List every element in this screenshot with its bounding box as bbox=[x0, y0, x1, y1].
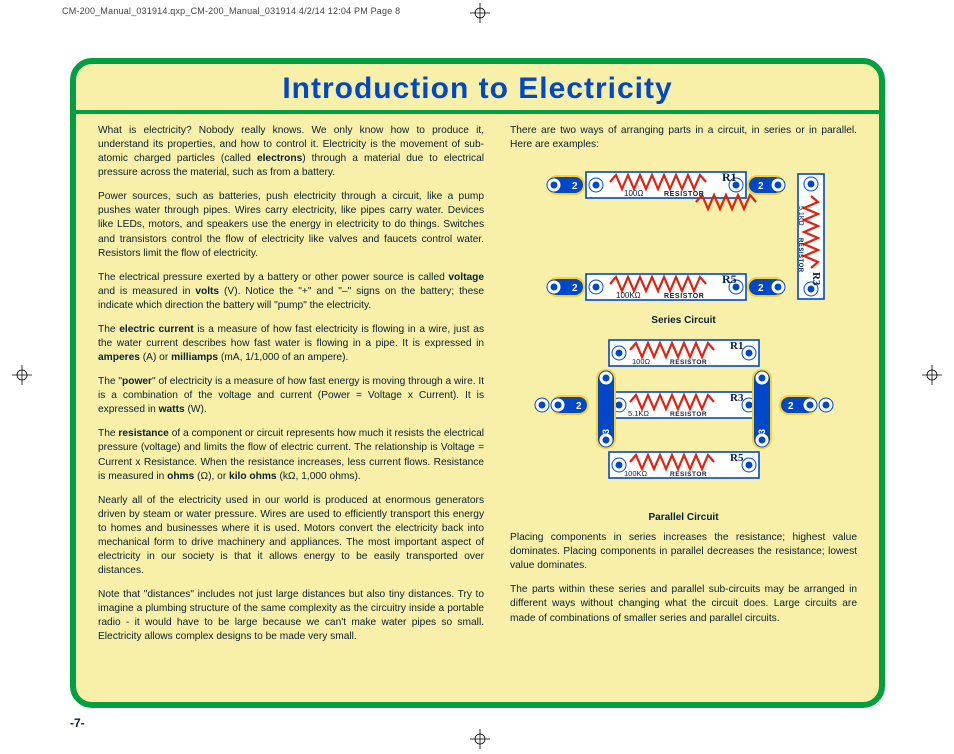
left-column: What is electricity? Nobody really knows… bbox=[98, 124, 484, 655]
paragraph: The resistance of a component or circuit… bbox=[98, 427, 484, 483]
registration-mark-icon bbox=[12, 365, 32, 385]
svg-text:R3: R3 bbox=[810, 272, 822, 286]
series-circuit-figure: 2 R1 100Ω RESISTOR 2 bbox=[510, 162, 857, 326]
page-number: -7- bbox=[70, 716, 85, 730]
svg-text:100Ω: 100Ω bbox=[632, 357, 651, 366]
parallel-caption: Parallel Circuit bbox=[649, 512, 719, 523]
parallel-circuit-figure: R1 100Ω RESISTOR 2 R bbox=[510, 334, 857, 523]
svg-text:3: 3 bbox=[757, 429, 767, 434]
svg-text:2: 2 bbox=[758, 181, 764, 192]
svg-text:R5: R5 bbox=[722, 272, 737, 286]
svg-text:R3: R3 bbox=[730, 392, 744, 404]
series-caption: Series Circuit bbox=[651, 315, 715, 326]
svg-text:RESISTOR: RESISTOR bbox=[670, 411, 707, 418]
svg-text:RESISTOR: RESISTOR bbox=[670, 471, 707, 478]
right-column: There are two ways of arranging parts in… bbox=[510, 124, 857, 655]
svg-text:RESISTOR: RESISTOR bbox=[797, 238, 803, 273]
page-title: Introduction to Electricity bbox=[76, 64, 879, 114]
content-panel: Introduction to Electricity What is elec… bbox=[70, 58, 885, 708]
registration-mark-icon bbox=[470, 729, 490, 749]
svg-text:2: 2 bbox=[576, 401, 582, 412]
paragraph: Power sources, such as batteries, push e… bbox=[98, 190, 484, 260]
paragraph: The "power" of electricity is a measure … bbox=[98, 375, 484, 417]
paragraph: Placing components in series increases t… bbox=[510, 531, 857, 573]
registration-mark-icon bbox=[922, 365, 942, 385]
svg-text:2: 2 bbox=[758, 283, 764, 294]
paragraph: The electrical pressure exerted by a bat… bbox=[98, 271, 484, 313]
paragraph: Nearly all of the electricity used in ou… bbox=[98, 494, 484, 578]
svg-text:R1: R1 bbox=[722, 170, 737, 184]
registration-mark-icon bbox=[470, 3, 490, 23]
svg-text:5.1KΩ: 5.1KΩ bbox=[628, 409, 649, 418]
series-circuit-diagram: 2 R1 100Ω RESISTOR 2 bbox=[524, 162, 844, 312]
paragraph: There are two ways of arranging parts in… bbox=[510, 124, 857, 152]
svg-text:2: 2 bbox=[572, 181, 578, 192]
svg-text:100KΩ: 100KΩ bbox=[616, 291, 641, 300]
paragraph: Note that "distances" includes not just … bbox=[98, 588, 484, 644]
svg-text:100KΩ: 100KΩ bbox=[624, 469, 648, 478]
paragraph: The parts within these series and parall… bbox=[510, 583, 857, 625]
page: CM-200_Manual_031914.qxp_CM-200_Manual_0… bbox=[0, 0, 954, 752]
parallel-circuit-diagram: R1 100Ω RESISTOR 2 R bbox=[524, 334, 844, 509]
svg-text:RESISTOR: RESISTOR bbox=[670, 359, 707, 366]
paragraph: The electric current is a measure of how… bbox=[98, 323, 484, 365]
svg-text:RESISTOR: RESISTOR bbox=[664, 191, 704, 198]
svg-text:5.1KΩ: 5.1KΩ bbox=[797, 206, 804, 226]
svg-text:R1: R1 bbox=[730, 340, 743, 352]
svg-text:RESISTOR: RESISTOR bbox=[664, 293, 704, 300]
svg-text:2: 2 bbox=[788, 401, 794, 412]
svg-text:100Ω: 100Ω bbox=[624, 189, 643, 198]
paragraph: What is electricity? Nobody really knows… bbox=[98, 124, 484, 180]
svg-text:2: 2 bbox=[572, 283, 578, 294]
meta-header: CM-200_Manual_031914.qxp_CM-200_Manual_0… bbox=[62, 6, 400, 16]
two-column-content: What is electricity? Nobody really knows… bbox=[76, 114, 879, 667]
svg-text:R5: R5 bbox=[730, 452, 744, 464]
svg-text:3: 3 bbox=[601, 429, 611, 434]
